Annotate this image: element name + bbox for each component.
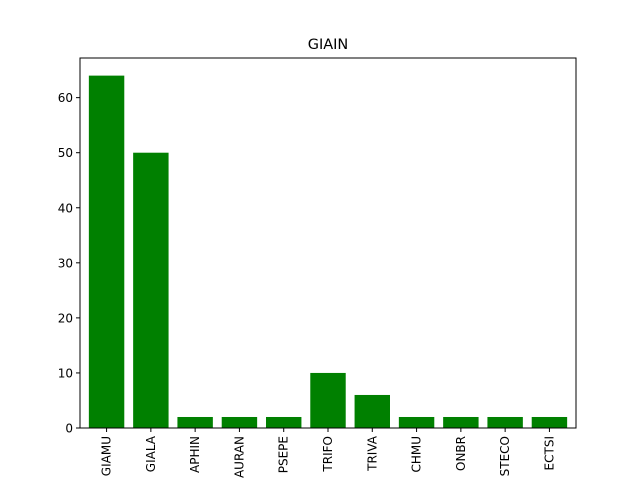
bar-aphin (177, 416, 213, 428)
x-tick-label: TRIFO (321, 436, 335, 473)
x-axis: GIAMU GIALA APHIN AURAN PSEPE TRIFO TRIVA CHMU O… (100, 428, 556, 478)
x-tick-label: TRIVA (365, 435, 379, 472)
y-tick-label: 10 (58, 366, 73, 380)
x-tick-label: PSEPE (277, 436, 291, 473)
bar-onbr (443, 416, 479, 428)
bar-giamu (88, 75, 125, 428)
bars-group (88, 75, 568, 428)
x-tick-label: STECO (498, 436, 512, 476)
y-axis: 0 10 20 30 40 50 60 (58, 91, 80, 436)
bar-triva (354, 394, 390, 428)
x-tick-label: APHIN (188, 436, 202, 473)
x-tick-label: CHMU (410, 436, 424, 473)
plot-frame (79, 57, 577, 429)
x-tick-label: GIAMU (100, 436, 114, 476)
y-tick-label: 20 (58, 311, 73, 325)
bar-auran (221, 416, 258, 428)
y-tick-label: 30 (58, 256, 73, 270)
chart-title: GIAIN (308, 37, 349, 53)
bar-steco (487, 416, 523, 428)
x-tick-label: ONBR (454, 436, 468, 471)
bar-psepe (266, 416, 302, 428)
x-tick-label: ECTSI (542, 436, 556, 470)
x-tick-label: GIALA (144, 435, 158, 472)
bar-ectsi (531, 416, 568, 428)
y-tick-label: 50 (58, 146, 73, 160)
bar-chmu (398, 416, 435, 428)
x-tick-label: AURAN (232, 436, 246, 478)
bar-trifo (310, 372, 346, 428)
y-tick-label: 0 (65, 422, 73, 436)
y-tick-label: 40 (58, 201, 73, 215)
bar-giala (133, 152, 169, 428)
y-tick-label: 60 (58, 91, 73, 105)
